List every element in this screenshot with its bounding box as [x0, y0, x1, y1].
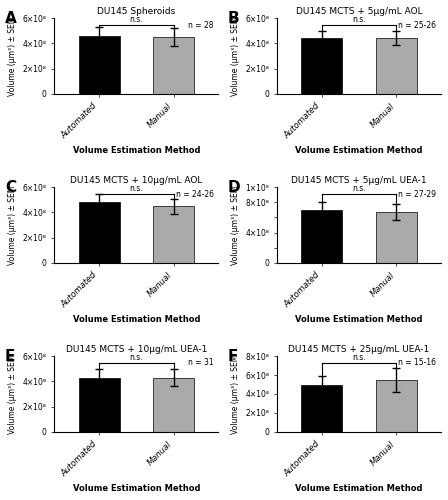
Bar — [301, 384, 342, 432]
Text: B: B — [228, 10, 239, 26]
Text: F: F — [228, 348, 238, 364]
Y-axis label: Volume (μm³) ± SEM: Volume (μm³) ± SEM — [8, 186, 17, 264]
Title: DU145 MCTS + 5μg/mL UEA-1: DU145 MCTS + 5μg/mL UEA-1 — [291, 176, 427, 185]
Text: n.s.: n.s. — [352, 14, 366, 24]
Y-axis label: Volume (μm³) ± SEM: Volume (μm³) ± SEM — [231, 354, 240, 434]
Bar — [301, 210, 342, 262]
Text: n.s.: n.s. — [352, 184, 366, 192]
Y-axis label: Volume (μm³) ± SEM: Volume (μm³) ± SEM — [8, 16, 17, 96]
Bar — [78, 36, 120, 94]
Text: n.s.: n.s. — [352, 352, 366, 362]
X-axis label: Volume Estimation Method: Volume Estimation Method — [295, 484, 423, 493]
Bar — [78, 202, 120, 262]
Bar — [78, 378, 120, 432]
X-axis label: Volume Estimation Method: Volume Estimation Method — [73, 484, 200, 493]
Y-axis label: Volume (μm³) ± SEM: Volume (μm³) ± SEM — [231, 16, 240, 96]
X-axis label: Volume Estimation Method: Volume Estimation Method — [73, 315, 200, 324]
Text: A: A — [5, 10, 17, 26]
Bar — [153, 378, 194, 432]
Text: n = 27-29: n = 27-29 — [398, 190, 436, 198]
X-axis label: Volume Estimation Method: Volume Estimation Method — [73, 146, 200, 155]
Bar — [153, 37, 194, 94]
Text: n = 28: n = 28 — [188, 20, 214, 30]
Text: n.s.: n.s. — [129, 14, 143, 24]
Title: DU145 MCTS + 10μg/mL UEA-1: DU145 MCTS + 10μg/mL UEA-1 — [66, 345, 207, 354]
Title: DU145 MCTS + 10μg/mL AOL: DU145 MCTS + 10μg/mL AOL — [70, 176, 202, 185]
Title: DU145 MCTS + 5μg/mL AOL: DU145 MCTS + 5μg/mL AOL — [296, 7, 422, 16]
Y-axis label: Volume (μm³) ± SEM: Volume (μm³) ± SEM — [231, 186, 240, 264]
Title: DU145 Spheroids: DU145 Spheroids — [97, 7, 176, 16]
Text: D: D — [228, 180, 240, 194]
Bar — [376, 212, 417, 262]
Text: E: E — [5, 348, 15, 364]
Text: n = 15-16: n = 15-16 — [398, 358, 436, 368]
Title: DU145 MCTS + 25μg/mL UEA-1: DU145 MCTS + 25μg/mL UEA-1 — [289, 345, 430, 354]
Bar — [376, 380, 417, 432]
Text: n.s.: n.s. — [129, 352, 143, 362]
Text: n = 24-26: n = 24-26 — [176, 190, 214, 198]
Bar — [376, 38, 417, 94]
Bar — [301, 38, 342, 94]
Text: n.s.: n.s. — [129, 184, 143, 192]
Y-axis label: Volume (μm³) ± SEM: Volume (μm³) ± SEM — [8, 354, 17, 434]
X-axis label: Volume Estimation Method: Volume Estimation Method — [295, 146, 423, 155]
Bar — [153, 206, 194, 262]
Text: n = 31: n = 31 — [188, 358, 214, 368]
Text: C: C — [5, 180, 16, 194]
X-axis label: Volume Estimation Method: Volume Estimation Method — [295, 315, 423, 324]
Text: n = 25-26: n = 25-26 — [398, 20, 436, 30]
